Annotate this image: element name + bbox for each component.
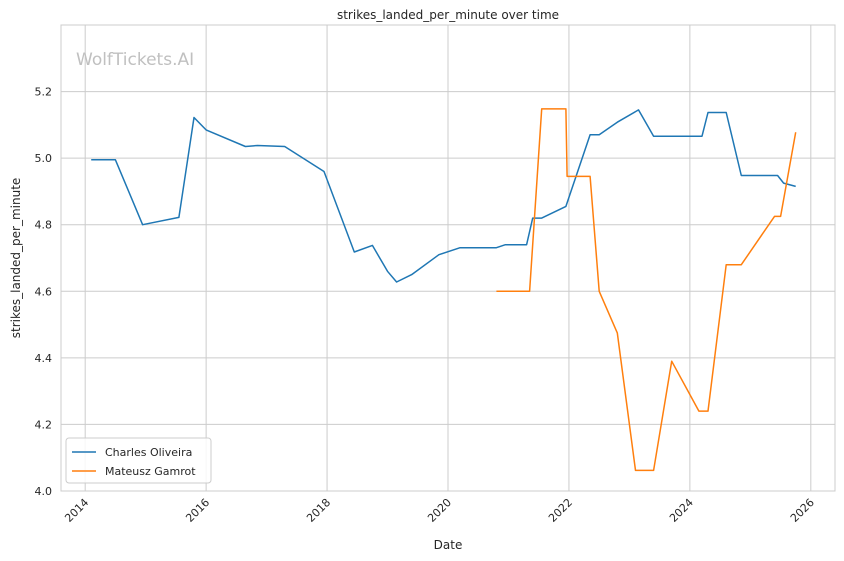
watermark: WolfTickets.AI	[76, 50, 194, 70]
legend: Charles Oliveira Mateusz Gamrot	[65, 437, 212, 484]
chart-title: strikes_landed_per_minute over time	[337, 8, 559, 22]
y-tick-label: 4.2	[35, 418, 53, 431]
y-tick-labels: 4.0 4.2 4.4 4.6 4.8 5.0 5.2	[35, 86, 53, 498]
y-tick-label: 4.8	[35, 219, 53, 232]
legend-label-mateusz-gamrot: Mateusz Gamrot	[105, 465, 196, 478]
plot-border	[60, 24, 836, 492]
x-tick-label: 2016	[183, 496, 212, 525]
x-tick-label: 2020	[425, 496, 454, 525]
x-axis-title: Date	[434, 538, 463, 552]
x-tick-labels: 2014 2016 2018 2020 2022 2024 2026	[62, 496, 817, 525]
y-tick-label: 4.0	[35, 485, 53, 498]
x-tick-label: 2022	[546, 496, 575, 525]
legend-box	[65, 437, 212, 484]
legend-label-charles-oliveira: Charles Oliveira	[105, 446, 192, 459]
y-tick-label: 4.4	[35, 352, 53, 365]
series-line-mateusz-gamrot	[496, 108, 797, 472]
y-axis-title: strikes_landed_per_minute	[9, 178, 23, 339]
y-tick-label: 5.0	[35, 152, 53, 165]
y-tick-label: 4.6	[35, 285, 53, 298]
series-lines	[91, 108, 797, 472]
x-tick-label: 2014	[62, 496, 91, 525]
x-tick-label: 2024	[667, 496, 696, 525]
x-tick-label: 2026	[788, 496, 817, 525]
y-tick-label: 5.2	[35, 86, 53, 99]
x-tick-label: 2018	[304, 496, 333, 525]
series-line-charles-oliveira	[91, 109, 796, 283]
